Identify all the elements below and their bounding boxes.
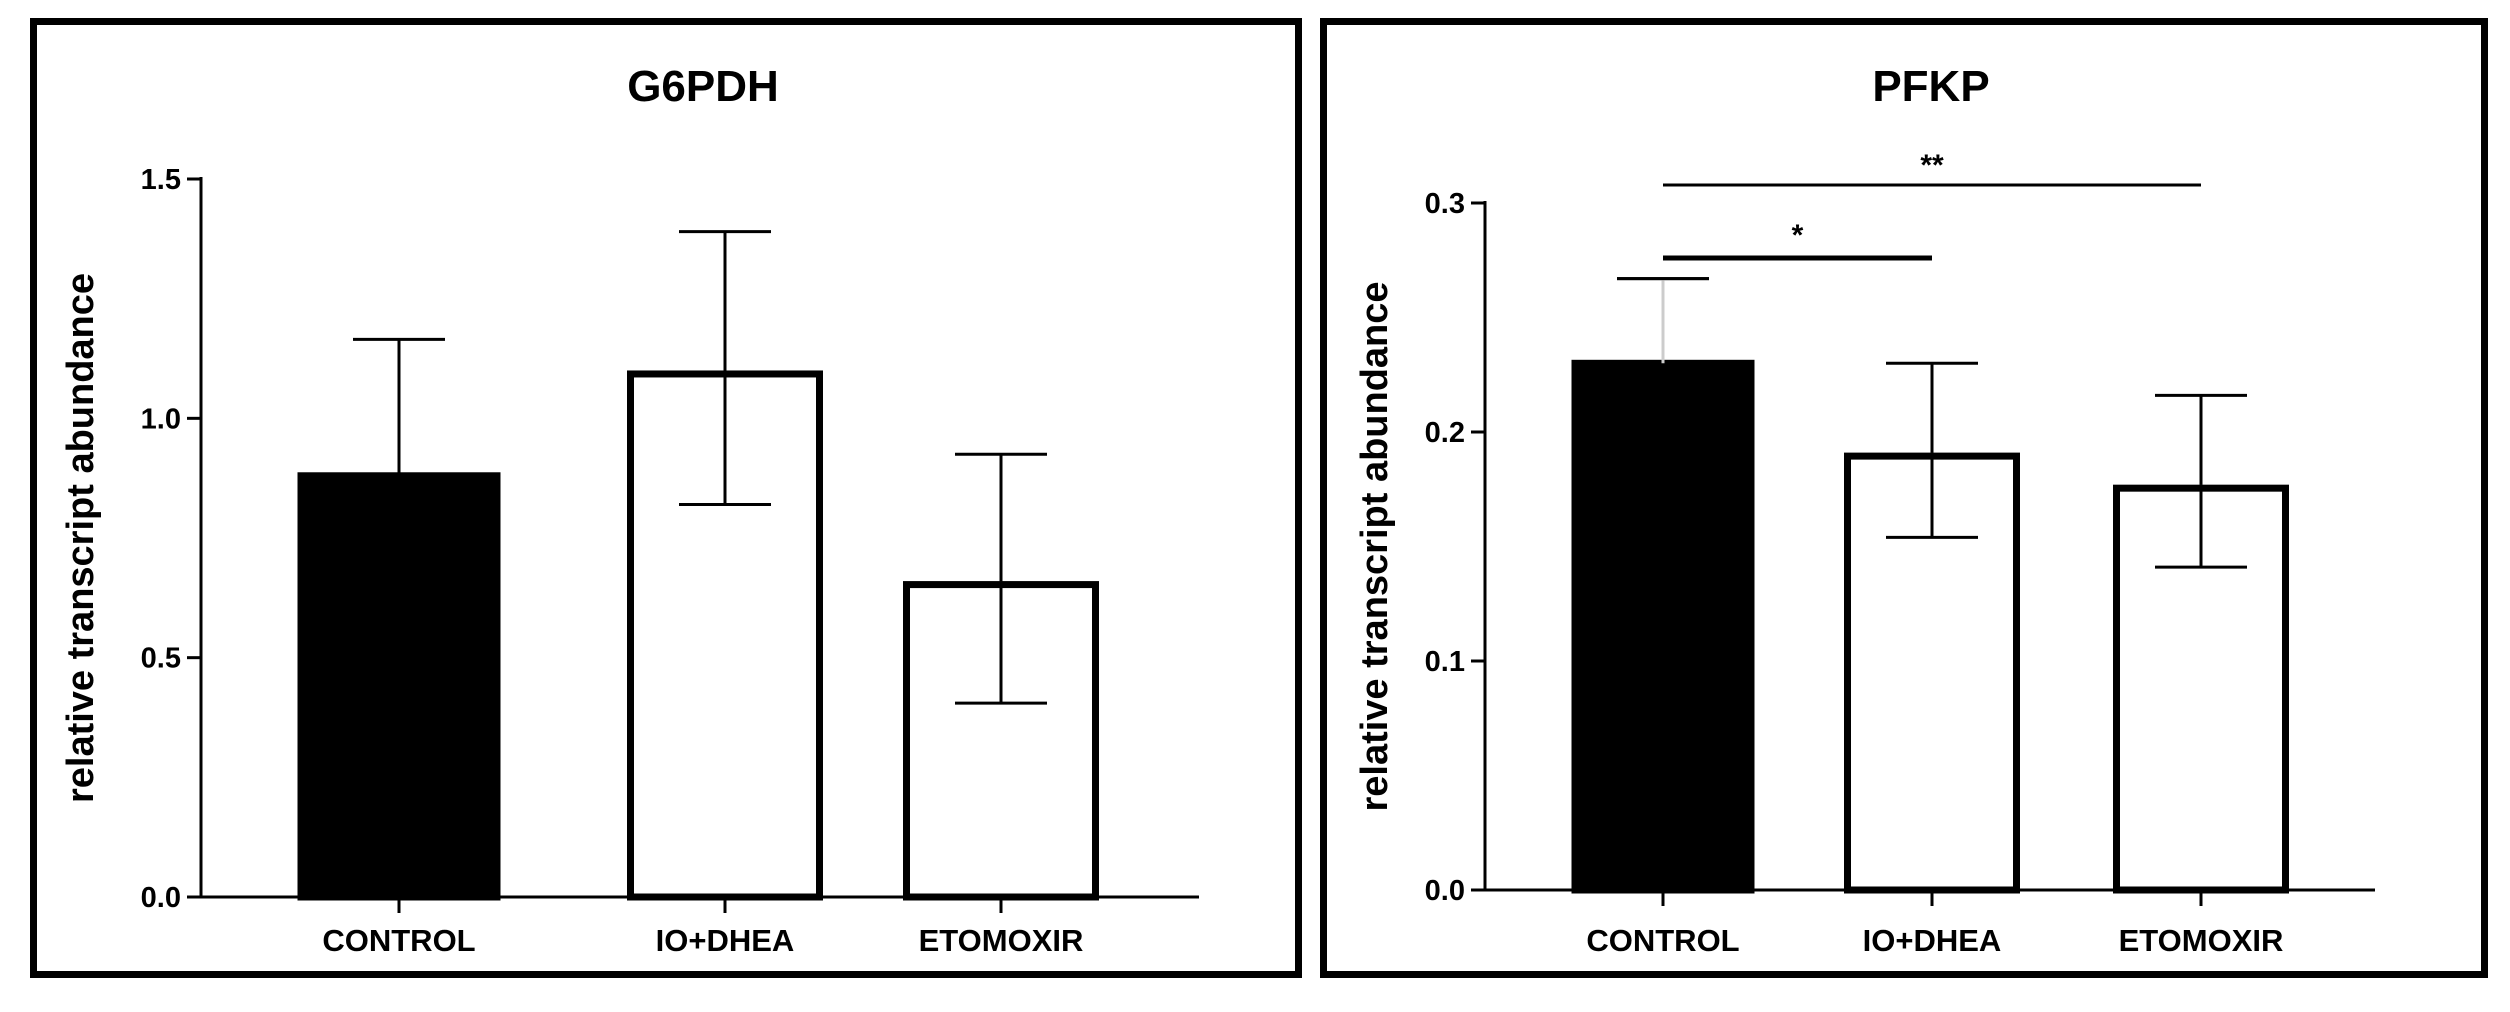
y-tick-label: 0.0 xyxy=(141,882,181,914)
y-axis-label: relative transcript abundance xyxy=(1354,281,1396,811)
x-category-label: IO+DHEA xyxy=(656,923,795,958)
x-category-label: IO+DHEA xyxy=(1863,923,2002,958)
y-tick-label: 1.0 xyxy=(141,403,181,435)
chart-title: PFKP xyxy=(1872,62,1989,111)
bar-control xyxy=(297,472,501,901)
bar-control xyxy=(1571,359,1755,894)
chart-title: G6PDH xyxy=(627,62,779,111)
y-tick-label: 0.3 xyxy=(1425,188,1465,220)
x-category-label: CONTROL xyxy=(1586,923,1739,958)
y-axis-label: relative transcript abundance xyxy=(60,273,102,803)
y-tick-label: 0.0 xyxy=(1425,875,1465,907)
x-category-label: CONTROL xyxy=(322,923,475,958)
significance-label: ** xyxy=(1920,149,1944,182)
chart-pfkp: PFKP relative transcript abundance 0.0 0.1 0… xyxy=(1354,62,2375,958)
significance-label: * xyxy=(1792,219,1804,252)
chart-g6pdh: G6PDH relative transcript abundance 0.0 0.5… xyxy=(60,62,1199,958)
y-tick-label: 1.5 xyxy=(141,164,181,196)
chart-panel-pfkp: PFKP relative transcript abundance 0.0 0.1 0… xyxy=(1320,18,2488,978)
x-category-label: ETOMOXIR xyxy=(2119,923,2284,958)
y-tick-label: 0.5 xyxy=(141,643,181,675)
chart-panel-g6pdh: G6PDH relative transcript abundance 0.0 0.5… xyxy=(30,18,1302,978)
x-category-label: ETOMOXIR xyxy=(919,923,1084,958)
y-tick-label: 0.1 xyxy=(1425,646,1465,678)
y-tick-label: 0.2 xyxy=(1425,417,1465,449)
